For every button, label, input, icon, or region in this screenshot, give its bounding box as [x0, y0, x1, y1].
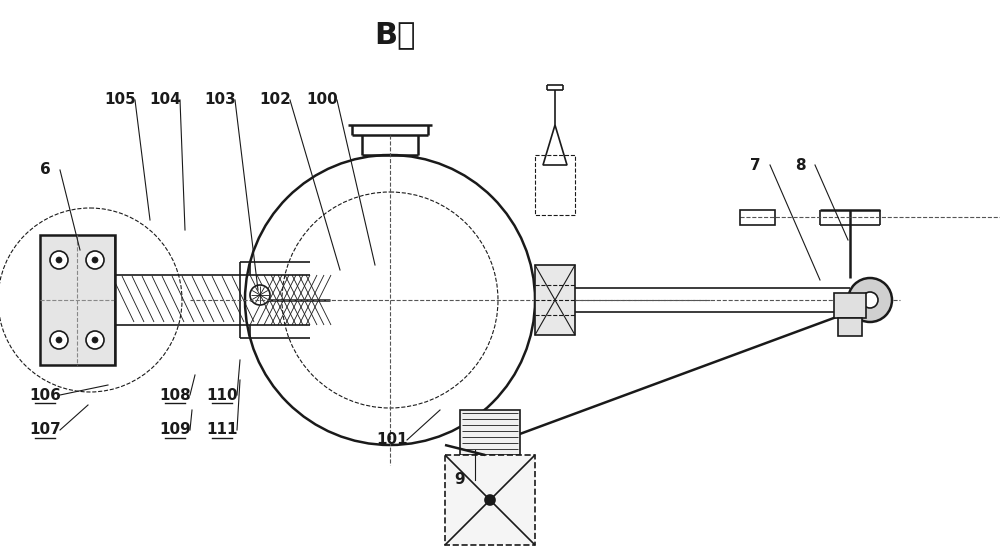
Text: 100: 100: [306, 92, 338, 107]
Circle shape: [56, 337, 62, 343]
Bar: [740, 210, 775, 225]
Text: 7: 7: [750, 157, 760, 172]
Bar: [834, 293, 866, 318]
Text: 8: 8: [795, 157, 805, 172]
Circle shape: [50, 331, 68, 349]
Circle shape: [485, 495, 495, 505]
Text: 108: 108: [159, 388, 191, 403]
Circle shape: [86, 251, 104, 269]
Text: 9: 9: [455, 473, 465, 488]
Bar: [838, 318, 862, 336]
Text: 104: 104: [149, 92, 181, 107]
Circle shape: [86, 331, 104, 349]
Circle shape: [250, 285, 270, 305]
Text: 103: 103: [204, 92, 236, 107]
Bar: [535, 265, 575, 335]
Text: 111: 111: [206, 423, 238, 438]
Circle shape: [92, 257, 98, 263]
Bar: [460, 410, 520, 455]
Circle shape: [862, 292, 878, 308]
Text: 106: 106: [29, 388, 61, 403]
Circle shape: [92, 337, 98, 343]
Circle shape: [848, 278, 892, 322]
Text: 109: 109: [159, 423, 191, 438]
Text: B向: B向: [374, 21, 416, 49]
Text: 6: 6: [40, 162, 50, 177]
Bar: [445, 455, 535, 545]
Bar: [40, 235, 115, 365]
Bar: [535, 155, 575, 215]
Circle shape: [50, 251, 68, 269]
Text: 105: 105: [104, 92, 136, 107]
Text: 107: 107: [29, 423, 61, 438]
Circle shape: [56, 257, 62, 263]
Text: 101: 101: [376, 433, 408, 448]
Text: 110: 110: [206, 388, 238, 403]
Text: 102: 102: [259, 92, 291, 107]
